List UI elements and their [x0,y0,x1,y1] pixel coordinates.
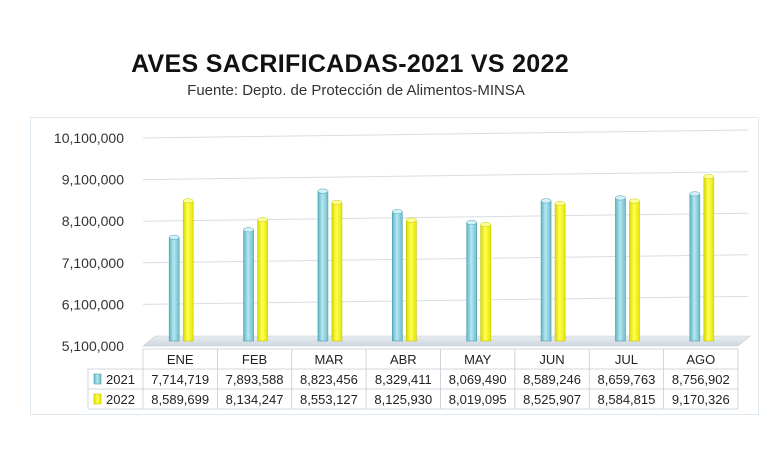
category-label: JUN [539,352,564,367]
bar-2022-may [480,224,491,342]
bar-cap-2021-ene [168,234,180,240]
data-label: 8,823,456 [300,372,358,387]
bar-2021-jun [540,200,552,342]
y-tick-label: 10,100,000 [54,130,124,146]
data-label: 8,589,246 [523,372,581,387]
legend-key-2022 [93,393,102,405]
bar-cap-2022-mar [331,199,343,205]
gridline [142,129,749,139]
bar-cap-2021-feb [243,227,254,233]
bar-2021-mar [317,190,329,342]
data-label: 8,134,247 [226,392,284,407]
data-label: 8,525,907 [523,392,581,407]
bar-cap-2021-jun [540,198,552,204]
bar-2021-abr [392,211,403,342]
bar-cap-2021-ago [689,191,701,197]
y-tick-label: 5,100,000 [62,338,124,354]
data-label: 8,019,095 [449,392,507,407]
bar-cap-2022-jun [554,201,566,206]
bar-2021-ago [689,193,701,342]
bar-cap-2021-may [466,220,477,225]
bar-cap-2021-mar [317,188,329,194]
data-label: 7,893,588 [226,372,284,387]
bar-cap-2022-feb [257,217,268,223]
legend-key-2021 [93,373,102,385]
y-tick-label: 8,100,000 [62,213,124,229]
y-tick-label: 6,100,000 [62,296,124,312]
data-label: 7,714,719 [151,372,209,387]
bar-2022-ene [182,200,194,342]
bar-2022-abr [406,219,417,342]
y-tick-label: 7,100,000 [62,255,124,271]
legend-label-2021: 2021 [106,372,135,387]
bar-2022-ago [703,176,715,342]
bar-2022-mar [331,202,343,342]
category-label: FEB [242,352,267,367]
data-label: 8,553,127 [300,392,358,407]
data-label: 8,069,490 [449,372,507,387]
bar-cap-2022-may [480,222,491,228]
bar-cap-2022-jul [629,198,640,204]
bar-2021-may [466,222,477,342]
y-tick-label: 9,100,000 [62,172,124,188]
bar-2021-jul [615,197,626,342]
category-label: ENE [167,352,194,367]
bar-2021-ene [168,236,180,342]
legend-label-2022: 2022 [106,392,135,407]
bar-cap-2021-abr [392,209,403,215]
category-label: MAY [464,352,492,367]
data-label: 8,125,930 [374,392,432,407]
bar-cap-2022-abr [406,217,417,223]
category-label: AGO [686,352,715,367]
bar-2022-jun [554,203,566,342]
data-label: 8,584,815 [598,392,656,407]
category-label: MAR [314,352,343,367]
bar-cap-2022-ago [703,174,715,180]
bar-cap-2021-jul [615,195,626,201]
gridline [142,295,749,305]
category-label: ABR [390,352,417,367]
chart-title: AVES SACRIFICADAS-2021 VS 2022 [131,50,569,78]
bar-cap-2022-ene [182,198,194,204]
data-label: 8,329,411 [375,372,432,387]
data-label: 8,756,902 [672,372,730,387]
data-label: 9,170,326 [672,392,730,407]
bar-2021-feb [243,229,254,342]
gridline [142,171,749,181]
gridline [142,212,749,222]
chart-floor [142,335,751,347]
data-label: 8,589,699 [151,392,209,407]
data-label: 8,659,763 [598,372,656,387]
bar-2022-feb [257,219,268,342]
chart-subtitle: Fuente: Depto. de Protección de Alimento… [187,82,525,99]
category-label: JUL [615,352,638,367]
gridline [142,254,749,264]
bar-2022-jul [629,200,640,342]
